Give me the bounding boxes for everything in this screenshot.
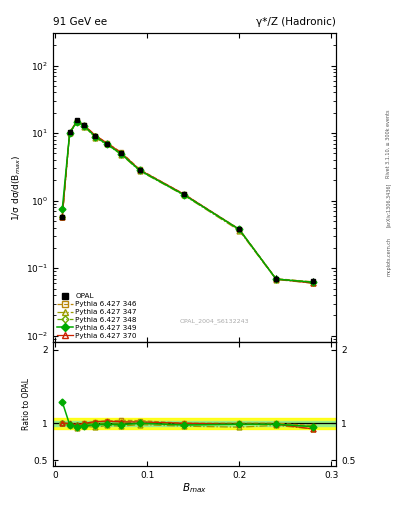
Y-axis label: 1/σ dσ/d(B$_{max}$): 1/σ dσ/d(B$_{max}$) xyxy=(11,155,23,221)
Text: 91 GeV ee: 91 GeV ee xyxy=(53,16,107,27)
Text: mcplots.cern.ch: mcplots.cern.ch xyxy=(386,237,391,275)
Text: [arXiv:1306.3436]: [arXiv:1306.3436] xyxy=(386,183,391,227)
Y-axis label: Ratio to OPAL: Ratio to OPAL xyxy=(22,378,31,430)
Legend: OPAL, Pythia 6.427 346, Pythia 6.427 347, Pythia 6.427 348, Pythia 6.427 349, Py: OPAL, Pythia 6.427 346, Pythia 6.427 347… xyxy=(57,293,137,339)
X-axis label: $B_{max}$: $B_{max}$ xyxy=(182,481,207,495)
Text: OPAL_2004_S6132243: OPAL_2004_S6132243 xyxy=(180,318,249,324)
Bar xyxy=(53,418,336,429)
Text: Rivet 3.1.10, ≥ 300k events: Rivet 3.1.10, ≥ 300k events xyxy=(386,109,391,178)
Bar xyxy=(53,421,336,426)
Text: γ*/Z (Hadronic): γ*/Z (Hadronic) xyxy=(256,16,336,27)
